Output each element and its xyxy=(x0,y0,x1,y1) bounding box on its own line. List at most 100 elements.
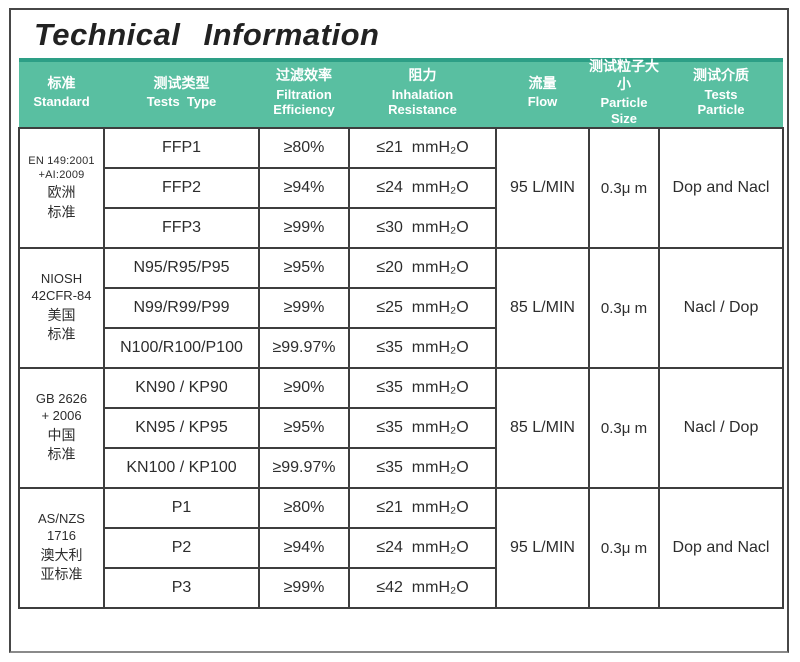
col-header-tests-particle-zh: 测试介质 xyxy=(693,67,749,84)
cell-standard-niosh: NIOSH 42CFR-84 美国 标准 xyxy=(18,247,105,369)
col-header-particle-size-zh: 测试粒子大小 xyxy=(589,58,659,92)
cell-flow: 85 L/MIN xyxy=(495,247,590,369)
standard-zh: 欧洲 标准 xyxy=(47,184,76,220)
col-header-flow-en: Flow xyxy=(527,94,558,110)
col-header-filtration-efficiency-en: Filtration Efficiency xyxy=(273,86,335,118)
col-header-flow: 流量 Flow xyxy=(496,58,589,128)
standard-code: GB 2626 + 2006 xyxy=(35,391,88,423)
col-header-standard: 标准 Standard xyxy=(19,58,104,128)
cell-inhalation-resistance: ≤20 mmH₂O xyxy=(348,247,497,289)
col-header-inhalation-resistance: 阻力 Inhalation Resistance xyxy=(349,58,496,128)
table-row: KN100 / KP100 ≥99.97% ≤35 mmH₂O xyxy=(19,447,783,489)
cell-test-type: N99/R99/P99 xyxy=(103,287,260,329)
standard-zh: 美国 标准 xyxy=(47,306,76,343)
col-header-inhalation-resistance-zh: 阻力 xyxy=(408,67,437,84)
cell-filtration-efficiency: ≥90% xyxy=(258,367,350,409)
cell-test-type: KN100 / KP100 xyxy=(103,447,260,489)
table-row: AS/NZS 1716 澳大利 亚标准 P1 ≥80% ≤21 mmH₂O 95… xyxy=(18,487,784,609)
cell-test-type: N100/R100/P100 xyxy=(103,327,260,369)
page-frame: Technical Information 标准 Standard 测试类型 T… xyxy=(9,8,789,653)
cell-filtration-efficiency: ≥95% xyxy=(258,247,350,289)
cell-test-type: KN95 / KP95 xyxy=(103,407,260,449)
cell-standard-asnzs: AS/NZS 1716 澳大利 亚标准 xyxy=(18,487,105,609)
cell-filtration-efficiency: ≥94% xyxy=(258,167,350,209)
col-header-standard-en: Standard xyxy=(33,94,90,110)
cell-filtration-efficiency: ≥95% xyxy=(258,407,350,449)
cell-particle-size: 0.3μ m xyxy=(588,487,660,609)
table-row: P3 ≥99% ≤42 mmH₂O xyxy=(19,567,783,609)
standard-zh: 中国 标准 xyxy=(47,426,76,463)
cell-test-type: P2 xyxy=(103,527,260,569)
cell-test-type: FFP2 xyxy=(103,167,260,209)
table-row: N99/R99/P99 ≥99% ≤25 mmH₂O xyxy=(19,287,783,329)
table-row: NIOSH 42CFR-84 美国 标准 N95/R95/P95 ≥95% ≤2… xyxy=(18,247,784,369)
table-body: EN 149:2001 +AI:2009 欧洲 标准 FFP1 ≥80% ≤21… xyxy=(18,127,784,609)
cell-inhalation-resistance: ≤42 mmH₂O xyxy=(348,567,497,609)
cell-filtration-efficiency: ≥94% xyxy=(258,527,350,569)
cell-filtration-efficiency: ≥99% xyxy=(258,287,350,329)
standard-code: NIOSH 42CFR-84 xyxy=(31,271,92,303)
col-header-tests-type-en: Tests Type xyxy=(146,94,217,110)
cell-inhalation-resistance: ≤35 mmH₂O xyxy=(348,407,497,449)
standard-zh: 澳大利 亚标准 xyxy=(40,546,83,583)
cell-standard-gb2626: GB 2626 + 2006 中国 标准 xyxy=(18,367,105,489)
standard-code: EN 149:2001 +AI:2009 xyxy=(28,154,95,181)
cell-filtration-efficiency: ≥80% xyxy=(258,487,350,529)
cell-inhalation-resistance: ≤25 mmH₂O xyxy=(348,287,497,329)
cell-inhalation-resistance: ≤35 mmH₂O xyxy=(348,327,497,369)
technical-information-table: 标准 Standard 测试类型 Tests Type 过滤效率 Filtrat… xyxy=(18,58,784,609)
cell-particle-size: 0.3μ m xyxy=(588,367,660,489)
cell-particle-size: 0.3μ m xyxy=(588,247,660,369)
cell-filtration-efficiency: ≥99% xyxy=(258,207,350,249)
cell-filtration-efficiency: ≥99% xyxy=(258,567,350,609)
col-header-filtration-efficiency-zh: 过滤效率 xyxy=(276,67,332,84)
col-header-particle-size-en: Particle Size xyxy=(600,95,648,126)
cell-test-type: KN90 / KP90 xyxy=(103,367,260,409)
table-row: N100/R100/P100 ≥99.97% ≤35 mmH₂O xyxy=(19,327,783,369)
cell-inhalation-resistance: ≤24 mmH₂O xyxy=(348,167,497,209)
cell-filtration-efficiency: ≥80% xyxy=(258,127,350,169)
page-title: Technical Information xyxy=(34,17,380,52)
cell-flow: 95 L/MIN xyxy=(495,487,590,609)
table-header: 标准 Standard 测试类型 Tests Type 过滤效率 Filtrat… xyxy=(19,58,783,128)
col-header-tests-particle: 测试介质 Tests Particle xyxy=(659,58,783,128)
cell-filtration-efficiency: ≥99.97% xyxy=(258,327,350,369)
table-row: FFP2 ≥94% ≤24 mmH₂O xyxy=(19,167,783,209)
col-header-standard-zh: 标准 xyxy=(47,74,76,91)
cell-particle-size: 0.3μ m xyxy=(588,127,660,249)
col-header-particle-size: 测试粒子大小 Particle Size xyxy=(589,58,659,128)
cell-flow: 95 L/MIN xyxy=(495,127,590,249)
cell-test-type: P3 xyxy=(103,567,260,609)
cell-tests-particle: Dop and Nacl xyxy=(658,127,784,249)
cell-tests-particle: Nacl / Dop xyxy=(658,367,784,489)
table-row: KN95 / KP95 ≥95% ≤35 mmH₂O xyxy=(19,407,783,449)
cell-inhalation-resistance: ≤30 mmH₂O xyxy=(348,207,497,249)
col-header-flow-zh: 流量 xyxy=(528,74,557,91)
cell-standard-en149: EN 149:2001 +AI:2009 欧洲 标准 xyxy=(18,127,105,249)
cell-inhalation-resistance: ≤35 mmH₂O xyxy=(348,367,497,409)
table-row: GB 2626 + 2006 中国 标准 KN90 / KP90 ≥90% ≤3… xyxy=(18,367,784,489)
table-row: EN 149:2001 +AI:2009 欧洲 标准 FFP1 ≥80% ≤21… xyxy=(18,127,784,249)
standard-code: AS/NZS 1716 xyxy=(38,511,85,543)
cell-tests-particle: Dop and Nacl xyxy=(658,487,784,609)
cell-inhalation-resistance: ≤21 mmH₂O xyxy=(348,127,497,169)
col-header-inhalation-resistance-en: Inhalation Resistance xyxy=(388,86,457,118)
cell-inhalation-resistance: ≤24 mmH₂O xyxy=(348,527,497,569)
header-row: 标准 Standard 测试类型 Tests Type 过滤效率 Filtrat… xyxy=(19,58,783,128)
cell-inhalation-resistance: ≤21 mmH₂O xyxy=(348,487,497,529)
col-header-filtration-efficiency: 过滤效率 Filtration Efficiency xyxy=(259,58,349,128)
col-header-tests-type-zh: 测试类型 xyxy=(153,74,210,91)
cell-test-type: N95/R95/P95 xyxy=(103,247,260,289)
col-header-tests-particle-en: Tests Particle xyxy=(697,86,745,118)
cell-inhalation-resistance: ≤35 mmH₂O xyxy=(348,447,497,489)
col-header-tests-type: 测试类型 Tests Type xyxy=(104,58,259,128)
cell-test-type: FFP1 xyxy=(103,127,260,169)
table-row: FFP3 ≥99% ≤30 mmH₂O xyxy=(19,207,783,249)
cell-tests-particle: Nacl / Dop xyxy=(658,247,784,369)
cell-flow: 85 L/MIN xyxy=(495,367,590,489)
cell-test-type: FFP3 xyxy=(103,207,260,249)
cell-filtration-efficiency: ≥99.97% xyxy=(258,447,350,489)
table-row: P2 ≥94% ≤24 mmH₂O xyxy=(19,527,783,569)
cell-test-type: P1 xyxy=(103,487,260,529)
